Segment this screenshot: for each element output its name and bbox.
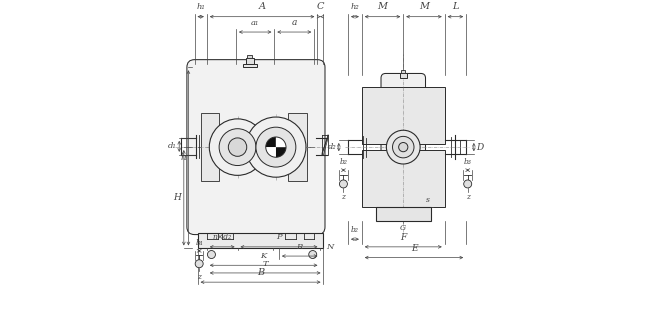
Text: M: M — [419, 2, 429, 11]
Text: z: z — [465, 193, 470, 201]
Text: T: T — [263, 260, 268, 268]
Text: z: z — [197, 273, 201, 281]
Text: L: L — [452, 2, 459, 11]
Text: h₂: h₂ — [350, 3, 359, 11]
Text: P: P — [276, 233, 282, 241]
Text: K: K — [261, 252, 266, 260]
Circle shape — [209, 119, 266, 175]
Bar — [198, 233, 324, 248]
Circle shape — [463, 180, 472, 188]
Circle shape — [219, 129, 256, 166]
Text: h: h — [180, 154, 186, 162]
Circle shape — [339, 180, 347, 188]
FancyBboxPatch shape — [381, 73, 426, 221]
Circle shape — [398, 143, 408, 152]
Wedge shape — [266, 147, 276, 157]
Bar — [246, 58, 254, 64]
Text: G: G — [400, 224, 406, 232]
Bar — [362, 150, 445, 207]
FancyBboxPatch shape — [187, 60, 325, 235]
Text: b₃: b₃ — [463, 158, 472, 166]
Text: d₂: d₂ — [328, 143, 336, 151]
Wedge shape — [266, 137, 276, 147]
Circle shape — [309, 251, 317, 259]
Text: z: z — [341, 193, 345, 201]
Text: A: A — [259, 2, 266, 11]
Text: F: F — [400, 233, 406, 242]
Bar — [201, 113, 219, 181]
Text: R: R — [296, 243, 303, 251]
Circle shape — [256, 127, 296, 167]
Text: b₁: b₁ — [195, 239, 203, 246]
Text: h₁: h₁ — [196, 3, 205, 11]
Text: b₂: b₂ — [339, 158, 347, 166]
Wedge shape — [276, 147, 286, 157]
Circle shape — [246, 117, 306, 177]
Circle shape — [195, 260, 203, 268]
Circle shape — [228, 138, 247, 156]
Text: M: M — [378, 2, 387, 11]
Text: a: a — [292, 17, 297, 27]
Bar — [243, 64, 257, 67]
Text: b₂: b₂ — [351, 226, 359, 234]
Text: d₁: d₁ — [168, 142, 177, 150]
Bar — [247, 55, 252, 58]
Circle shape — [386, 130, 420, 164]
Text: H: H — [174, 193, 181, 202]
Circle shape — [207, 251, 215, 259]
Bar — [401, 70, 406, 73]
Text: s: s — [426, 196, 430, 204]
Bar — [400, 73, 407, 78]
Wedge shape — [276, 137, 286, 147]
Text: E: E — [411, 244, 417, 253]
Circle shape — [393, 136, 414, 158]
Text: N: N — [326, 243, 333, 251]
Text: a₁: a₁ — [251, 18, 259, 27]
Bar — [288, 113, 307, 181]
Text: C: C — [317, 2, 324, 11]
Text: B: B — [257, 268, 264, 277]
Text: n×d₂: n×d₂ — [213, 233, 232, 241]
Bar — [376, 207, 431, 221]
Bar — [362, 87, 445, 144]
Text: D: D — [476, 143, 484, 152]
